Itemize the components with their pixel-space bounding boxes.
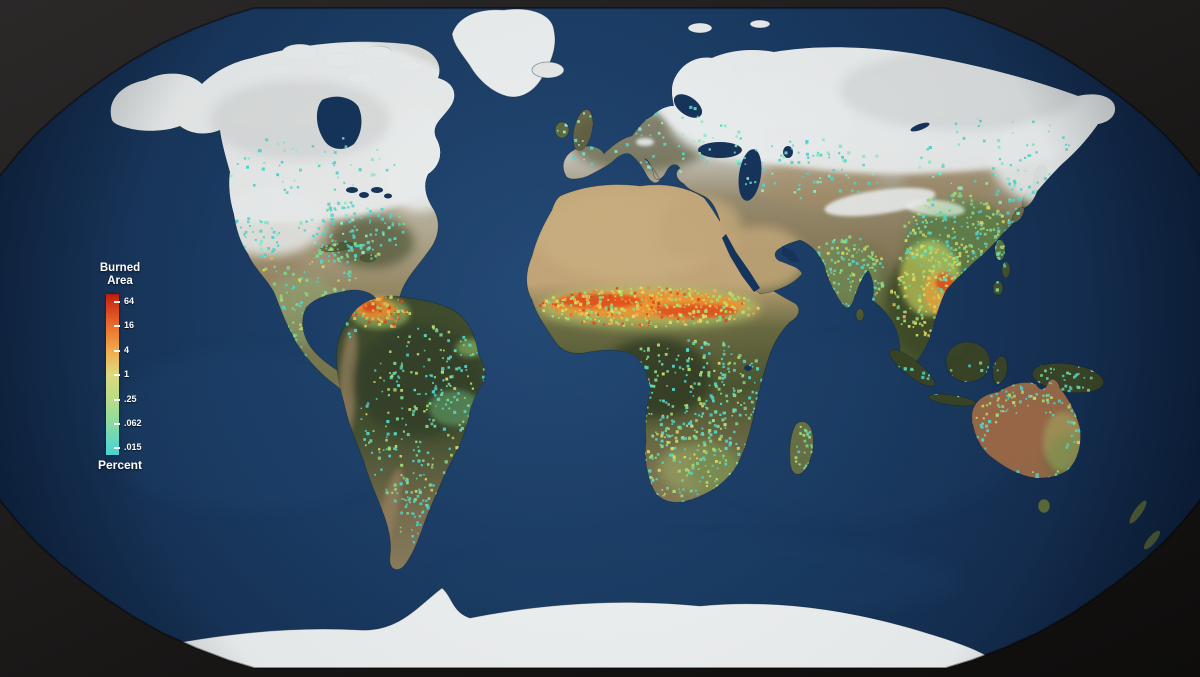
globe-vignette (0, 8, 1200, 668)
map-globe (0, 8, 1200, 668)
legend-title-line2: Area (107, 274, 133, 287)
legend-tick-mark (114, 301, 120, 303)
legend-tick-label: 1 (124, 369, 130, 380)
legend-tick-mark (114, 398, 120, 401)
projection-border (0, 7, 1200, 669)
legend-tick-mark (114, 325, 120, 328)
legend-title: Burned Area (86, 262, 154, 287)
burned-area-legend: Burned Area 64 16 4 1 .25 .062 .015 Percent (86, 262, 176, 482)
legend-tick-label: 4 (124, 344, 130, 355)
legend-tick-label: .062 (124, 418, 142, 428)
legend-colorbar (106, 294, 119, 455)
legend-tick-mark (114, 423, 120, 425)
legend-tick-label: .015 (124, 442, 142, 453)
legend-title-line1: Burned (99, 262, 141, 274)
legend-tick-mark (114, 349, 120, 352)
legend-tick-label: 16 (124, 320, 135, 331)
legend-unit-label: Percent (97, 458, 143, 472)
legend-tick-mark (114, 374, 120, 377)
legend-tick-label: 64 (124, 296, 135, 306)
legend-tick-mark (114, 447, 120, 450)
legend-tick-label: .25 (124, 393, 137, 404)
